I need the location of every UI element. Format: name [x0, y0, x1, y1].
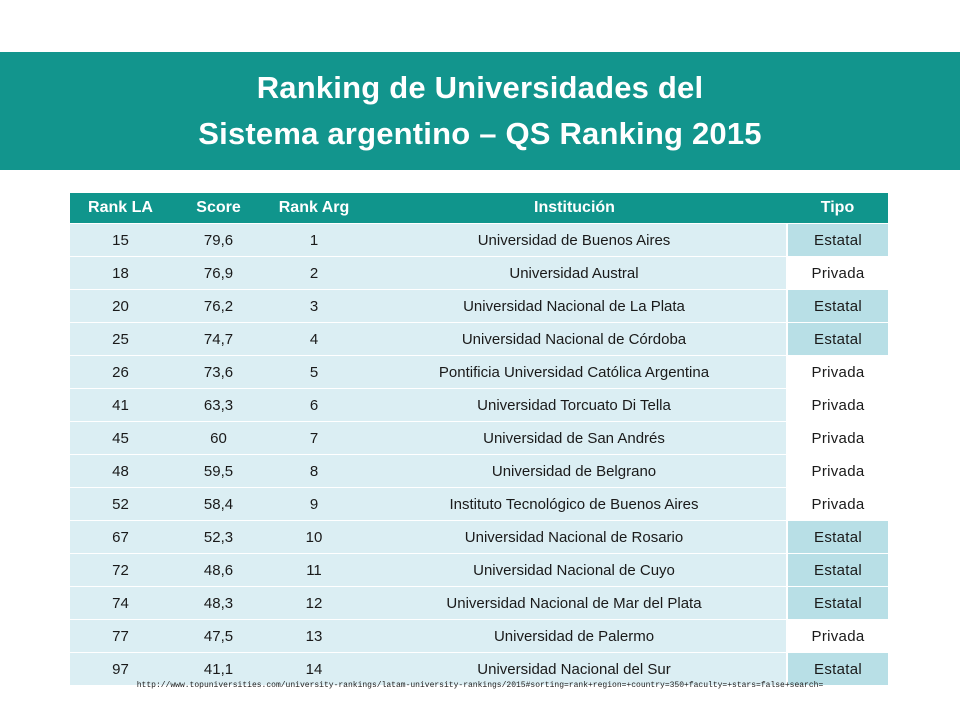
cell-rank-arg: 14: [266, 652, 362, 685]
cell-tipo: Estatal: [786, 553, 888, 587]
table-header-row: Rank LA Score Rank Arg Institución Tipo: [70, 193, 888, 224]
cell-tipo: Estatal: [786, 289, 888, 323]
cell-score: 48,6: [171, 553, 266, 587]
cell-rank-la: 67: [70, 520, 171, 554]
cell-score: 74,7: [171, 322, 266, 356]
page-title-line-2: Sistema argentino – QS Ranking 2015: [198, 116, 762, 151]
cell-rank-la: 74: [70, 586, 171, 620]
table-row: 41 63,3 6 Universidad Torcuato Di Tella Priv…: [70, 388, 888, 422]
cell-score: 52,3: [171, 520, 266, 554]
table-row: 97 41,1 14 Universidad Nacional del Sur Esta…: [70, 652, 888, 685]
table-row: 74 48,3 12 Universidad Nacional de Mar del …: [70, 586, 888, 620]
table-row: 18 76,9 2 Universidad Austral Privada: [70, 256, 888, 290]
cell-institucion: Universidad Nacional de La Plata: [362, 289, 787, 323]
cell-rank-arg: 1: [266, 223, 362, 257]
cell-score: 63,3: [171, 388, 266, 422]
cell-institucion: Pontificia Universidad Católica Argentin…: [362, 355, 787, 389]
title-banner: Ranking de Universidades del Sistema arg…: [0, 52, 960, 170]
table-row: 20 76,2 3 Universidad Nacional de La Plata E…: [70, 289, 888, 323]
column-header-score: Score: [171, 193, 266, 224]
cell-rank-la: 15: [70, 223, 171, 257]
cell-tipo: Estatal: [786, 586, 888, 620]
cell-rank-arg: 6: [266, 388, 362, 422]
cell-rank-arg: 8: [266, 454, 362, 488]
cell-rank-arg: 2: [266, 256, 362, 290]
cell-institucion: Universidad Nacional de Córdoba: [362, 322, 787, 356]
cell-institucion: Universidad Nacional de Mar del Plata: [362, 586, 787, 620]
cell-rank-la: 45: [70, 421, 171, 455]
cell-rank-la: 72: [70, 553, 171, 587]
cell-score: 76,9: [171, 256, 266, 290]
cell-score: 41,1: [171, 652, 266, 685]
cell-tipo: Privada: [786, 355, 888, 389]
cell-score: 73,6: [171, 355, 266, 389]
cell-score: 47,5: [171, 619, 266, 653]
cell-rank-arg: 13: [266, 619, 362, 653]
cell-score: 48,3: [171, 586, 266, 620]
table-row: 72 48,6 11 Universidad Nacional de Cuyo Esta…: [70, 553, 888, 587]
table-row: 26 73,6 5 Pontificia Universidad Católica A…: [70, 355, 888, 389]
table-body: 15 79,6 1 Universidad de Buenos Aires Estata…: [70, 223, 888, 685]
cell-rank-la: 25: [70, 322, 171, 356]
cell-rank-arg: 12: [266, 586, 362, 620]
cell-score: 76,2: [171, 289, 266, 323]
source-url: http://www.topuniversities.com/universit…: [136, 681, 824, 690]
cell-rank-la: 48: [70, 454, 171, 488]
cell-tipo: Privada: [786, 454, 888, 488]
cell-institucion: Instituto Tecnológico de Buenos Aires: [362, 487, 787, 521]
cell-tipo: Privada: [786, 619, 888, 653]
cell-institucion: Universidad de Belgrano: [362, 454, 787, 488]
table-row: 25 74,7 4 Universidad Nacional de Córdoba Es…: [70, 322, 888, 356]
column-header-rank-la: Rank LA: [70, 193, 171, 224]
cell-rank-la: 26: [70, 355, 171, 389]
cell-institucion: Universidad Nacional del Sur: [362, 652, 787, 685]
ranking-table: Rank LA Score Rank Arg Institución Tipo …: [70, 193, 888, 685]
cell-institucion: Universidad de Buenos Aires: [362, 223, 787, 257]
column-header-institucion: Institución: [362, 193, 787, 224]
cell-rank-la: 52: [70, 487, 171, 521]
cell-rank-la: 77: [70, 619, 171, 653]
cell-rank-arg: 5: [266, 355, 362, 389]
table-row: 52 58,4 9 Instituto Tecnológico de Buenos A…: [70, 487, 888, 521]
table-row: 48 59,5 8 Universidad de Belgrano Privada: [70, 454, 888, 488]
cell-rank-la: 41: [70, 388, 171, 422]
cell-rank-arg: 7: [266, 421, 362, 455]
cell-score: 59,5: [171, 454, 266, 488]
cell-score: 58,4: [171, 487, 266, 521]
cell-institucion: Universidad Torcuato Di Tella: [362, 388, 787, 422]
cell-tipo: Estatal: [786, 223, 888, 257]
cell-rank-arg: 11: [266, 553, 362, 587]
cell-rank-la: 20: [70, 289, 171, 323]
cell-score: 60: [171, 421, 266, 455]
cell-institucion: Universidad Nacional de Cuyo: [362, 553, 787, 587]
cell-tipo: Privada: [786, 256, 888, 290]
table-row: 45 60 7 Universidad de San Andrés Privada: [70, 421, 888, 455]
cell-tipo: Privada: [786, 388, 888, 422]
cell-tipo: Estatal: [786, 322, 888, 356]
table-row: 67 52,3 10 Universidad Nacional de Rosario E…: [70, 520, 888, 554]
column-header-tipo: Tipo: [787, 193, 888, 224]
cell-tipo: Privada: [786, 421, 888, 455]
cell-tipo: Estatal: [786, 520, 888, 554]
table-row: 77 47,5 13 Universidad de Palermo Privada: [70, 619, 888, 653]
cell-rank-arg: 3: [266, 289, 362, 323]
cell-rank-la: 97: [70, 652, 171, 685]
cell-institucion: Universidad de Palermo: [362, 619, 787, 653]
cell-rank-la: 18: [70, 256, 171, 290]
cell-rank-arg: 4: [266, 322, 362, 356]
page-title-line-1: Ranking de Universidades del: [256, 70, 704, 105]
cell-tipo: Privada: [786, 487, 888, 521]
cell-institucion: Universidad de San Andrés: [362, 421, 787, 455]
cell-institucion: Universidad Nacional de Rosario: [362, 520, 787, 554]
cell-tipo: Estatal: [786, 652, 888, 685]
column-header-rank-arg: Rank Arg: [266, 193, 362, 224]
cell-rank-arg: 10: [266, 520, 362, 554]
cell-rank-arg: 9: [266, 487, 362, 521]
table-row: 15 79,6 1 Universidad de Buenos Aires Estata…: [70, 223, 888, 257]
cell-score: 79,6: [171, 223, 266, 257]
cell-institucion: Universidad Austral: [362, 256, 787, 290]
